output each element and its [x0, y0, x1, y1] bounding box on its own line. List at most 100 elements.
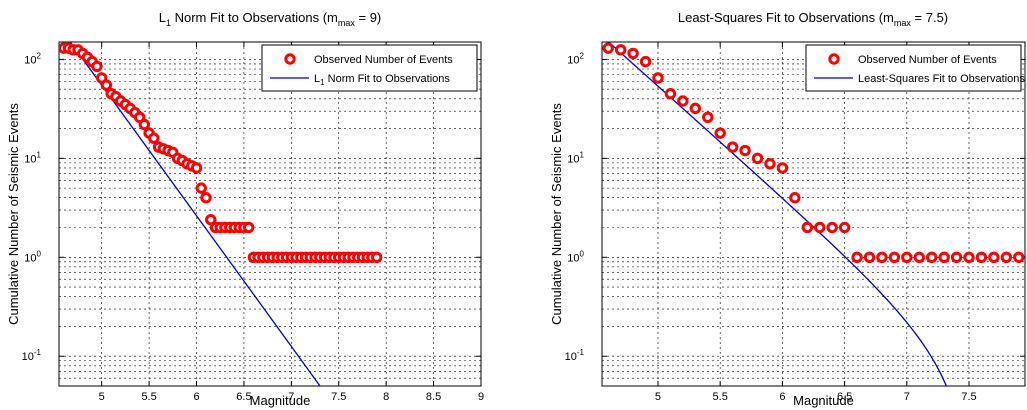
fit-line	[69, 42, 321, 386]
axes-box	[58, 41, 482, 387]
observed-point	[876, 251, 888, 263]
observed-point	[838, 221, 851, 234]
legend: Observed Number of Events L1 Norm Fit to …	[261, 44, 478, 92]
observed-point	[826, 221, 838, 234]
x-tick-label: 5	[655, 391, 661, 403]
y-tick-base: 10	[24, 153, 36, 165]
y-tick-exponent: 1	[37, 150, 42, 159]
x-tick-label: 7.5	[961, 391, 976, 403]
observed-point	[764, 158, 776, 170]
observed-point	[801, 221, 813, 234]
observed-point	[702, 111, 714, 123]
plot-series	[59, 42, 383, 386]
x-tick-label: 7	[288, 391, 294, 403]
observed-point	[1000, 251, 1013, 263]
observed-point	[714, 127, 726, 139]
y-tick-label: 102	[24, 51, 41, 66]
y-tick-label: 10-1	[565, 348, 585, 363]
y-tick-label: 102	[567, 51, 584, 66]
y-tick-exponent: 2	[580, 51, 585, 60]
axes-box	[601, 41, 1026, 387]
observed-point	[751, 152, 764, 165]
x-tick-label: 7.5	[331, 391, 346, 403]
y-tick-base: 10	[567, 54, 579, 66]
observed-point	[639, 55, 652, 68]
plot-area	[59, 42, 481, 386]
y-tick-base: 10	[24, 252, 36, 264]
observed-point	[925, 251, 938, 263]
observed-point	[950, 251, 963, 263]
x-tick-label: 8	[383, 391, 389, 403]
observed-point	[195, 182, 207, 194]
x-tick-label: 5.5	[713, 391, 728, 403]
x-tick-label: 5	[99, 391, 105, 403]
legend-box	[261, 44, 478, 92]
x-tick-label: 6.5	[236, 391, 251, 403]
y-tick-label: 100	[567, 249, 584, 264]
observed-point	[963, 251, 975, 263]
observed-point	[242, 221, 255, 234]
observed-point	[614, 44, 627, 56]
legend-marker-observed	[284, 53, 296, 65]
legend-label-observed: Observed Number of Events	[858, 54, 997, 66]
observed-point	[190, 162, 203, 174]
title-part: L	[159, 10, 166, 25]
legend-box	[805, 44, 1022, 92]
x-tick-label: 8.5	[426, 391, 441, 403]
x-axis-label: Magnitude	[793, 393, 854, 408]
x-tick-label: 6	[193, 391, 199, 403]
observed-point	[664, 88, 677, 100]
y-tick-exponent: 0	[37, 249, 42, 258]
x-tick-label: 6.5	[837, 391, 852, 403]
observed-point	[91, 60, 103, 73]
observed-point	[938, 251, 950, 263]
y-tick-exponent: 0	[580, 249, 585, 258]
x-tick-label: 9	[478, 391, 484, 403]
observed-point	[726, 141, 739, 153]
legend: Observed Number of Events Least-Squares F…	[805, 44, 1025, 92]
plot-series	[602, 42, 1025, 386]
legend-label-subscript: 1	[320, 78, 325, 87]
observed-point	[789, 192, 801, 204]
x-tick-label: 7	[904, 391, 910, 403]
observed-point	[370, 251, 383, 263]
y-tick-exponent: 1	[580, 150, 585, 159]
observed-point	[851, 251, 863, 263]
grid	[59, 42, 481, 386]
observed-point	[627, 47, 639, 60]
title-subscript: 1	[166, 18, 171, 28]
legend-label-part: L	[314, 73, 320, 85]
observed-point	[863, 251, 876, 263]
legend-label-fit: Least-Squares Fit to Observations	[858, 73, 1025, 85]
y-tick-label: 101	[567, 150, 584, 165]
y-axis-label: Cumulative Number of Seismic Events	[6, 103, 21, 325]
title-subscript: max	[894, 18, 912, 28]
y-axis-label: Cumulative Number of Seismic Events	[549, 103, 564, 325]
observed-point	[100, 79, 113, 91]
chart-title: L1 Norm Fit to Observations (mmax = 9)	[159, 10, 382, 28]
observed-point	[138, 118, 151, 131]
title-subscript: max	[338, 18, 356, 28]
observed-point	[913, 251, 925, 263]
observed-point	[652, 72, 664, 84]
y-tick-base: 10	[22, 351, 34, 363]
observed-point	[205, 213, 217, 226]
observed-point	[602, 42, 614, 54]
observed-point	[901, 251, 913, 263]
observed-point	[988, 251, 1000, 263]
title-part: Least-Squares Fit to Observations (m	[678, 10, 894, 25]
y-tick-exponent: 2	[37, 51, 42, 60]
y-tick-base: 10	[567, 252, 579, 264]
observed-point	[776, 162, 789, 174]
observed-point	[689, 102, 702, 115]
title-part: = 7.5)	[911, 10, 948, 25]
legend-label-part: Least-Squares Fit to Observations	[858, 73, 1025, 85]
observed-point	[1013, 251, 1025, 263]
legend-label-observed: Observed Number of Events	[314, 54, 453, 66]
y-tick-base: 10	[24, 54, 36, 66]
y-tick-base: 10	[565, 351, 577, 363]
observed-point	[200, 192, 212, 204]
fit-line	[607, 42, 948, 386]
